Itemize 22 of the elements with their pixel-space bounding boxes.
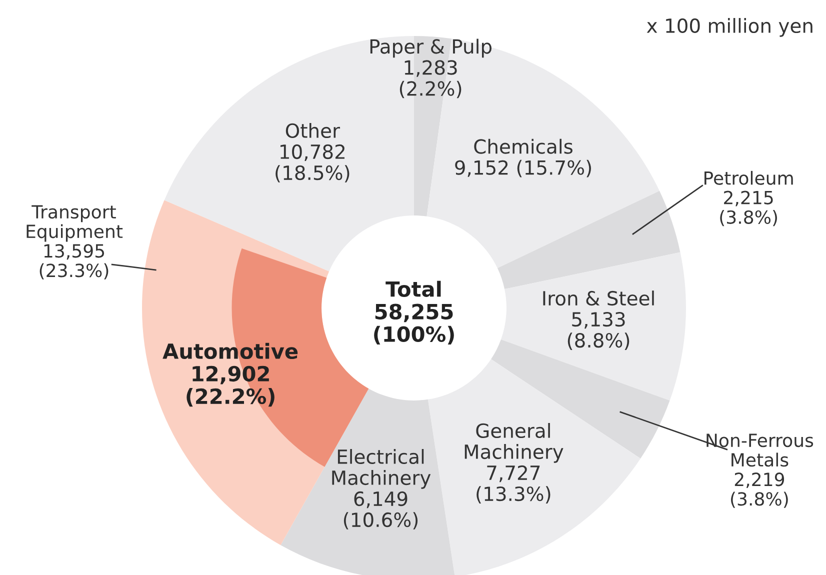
data-label: 7,727 (13.3%) (476, 465, 550, 504)
slice-label: Transport Equipment (26, 205, 123, 242)
data-label: 10,782 (18.5%) (276, 144, 350, 182)
slice-label: Electrical Machinery (332, 448, 431, 489)
slice-label: Petroleum (704, 170, 793, 185)
text: Total 58,255 (100%) (374, 280, 454, 344)
data-label: 6,149 (10.6%) (344, 491, 418, 530)
data-label: 1,283 (2.2%) (400, 60, 462, 98)
data-label: 13,595 (23.3%) (40, 244, 108, 280)
data-label: 2,219 (3.8%) (731, 472, 788, 508)
text: x 100 million yen (646, 18, 812, 37)
slice-label: General Machinery (464, 423, 564, 463)
slice-label: Other (286, 122, 340, 138)
data-label: 9,152 (15.7%) (455, 160, 591, 178)
slice-label: Iron & Steel (543, 290, 654, 306)
slice-label: Non-Ferrous Metals (706, 434, 814, 467)
slice-label: Paper & Pulp (370, 38, 492, 58)
data-label: 2,215 (3.8%) (720, 190, 777, 226)
slice-label: Chemicals (474, 138, 572, 154)
slice-label: Automotive (162, 342, 298, 360)
data-label: 5,133 (8.8%) (568, 312, 630, 350)
data-label: 12,902 (22.2%) (186, 366, 274, 407)
